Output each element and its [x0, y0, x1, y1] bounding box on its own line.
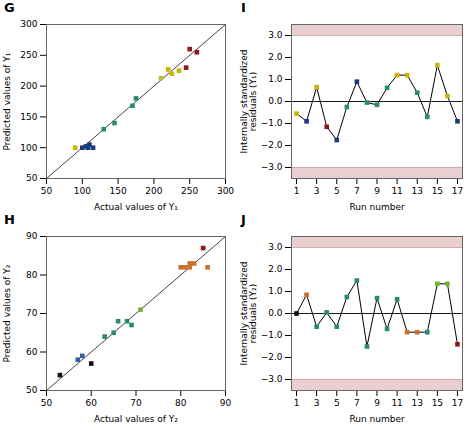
svg-text:250: 250: [181, 186, 198, 196]
svg-text:−1.0: −1.0: [261, 118, 283, 128]
svg-text:1.0: 1.0: [268, 286, 283, 296]
svg-text:11: 11: [391, 186, 402, 196]
html-text:H: H: [4, 212, 15, 227]
svg-text:3: 3: [314, 186, 320, 196]
svg-text:9: 9: [374, 398, 380, 408]
svg-text:50: 50: [26, 173, 38, 183]
svg-text:3.0: 3.0: [268, 30, 283, 40]
svg-text:90: 90: [220, 398, 232, 408]
svg-text:5: 5: [334, 398, 340, 408]
svg-text:250: 250: [20, 50, 37, 60]
svg-text:0.0: 0.0: [268, 308, 283, 318]
svg-text:80: 80: [26, 270, 38, 280]
svg-text:300: 300: [217, 186, 234, 196]
svg-text:Run number: Run number: [349, 414, 405, 424]
svg-text:2.0: 2.0: [268, 264, 283, 274]
svg-text:−2.0: −2.0: [261, 140, 283, 150]
html-text:I: I: [241, 0, 246, 15]
svg-text:17: 17: [452, 186, 463, 196]
svg-text:Actual values of Y₂: Actual values of Y₂: [94, 414, 178, 424]
svg-text:200: 200: [145, 186, 162, 196]
svg-text:50: 50: [26, 385, 38, 395]
svg-text:50: 50: [41, 186, 53, 196]
svg-text:0.0: 0.0: [268, 96, 283, 106]
svg-text:5: 5: [334, 186, 340, 196]
svg-text:1: 1: [294, 186, 300, 196]
svg-text:3: 3: [314, 398, 320, 408]
svg-text:60: 60: [26, 347, 38, 357]
svg-text:Predicted values of Y₂: Predicted values of Y₂: [2, 264, 12, 362]
svg-text:−2.0: −2.0: [261, 352, 283, 362]
svg-text:13: 13: [412, 398, 423, 408]
html-text:J: J: [241, 212, 246, 227]
svg-text:−1.0: −1.0: [261, 330, 283, 340]
svg-text:Run number: Run number: [349, 202, 405, 212]
svg-text:Internally standardizedresidua: Internally standardizedresiduals (Y₁): [239, 50, 258, 154]
svg-text:2.0: 2.0: [268, 52, 283, 62]
svg-text:7: 7: [354, 398, 360, 408]
svg-text:300: 300: [20, 19, 37, 29]
svg-text:15: 15: [432, 398, 443, 408]
svg-text:11: 11: [391, 398, 402, 408]
svg-text:−3.0: −3.0: [261, 374, 283, 384]
svg-text:Predicted values of Y₁: Predicted values of Y₁: [2, 52, 12, 150]
html-text:G: G: [4, 0, 15, 15]
svg-text:Internally standardizedresidua: Internally standardizedresiduals (Y₂): [239, 262, 258, 366]
svg-text:200: 200: [20, 81, 37, 91]
svg-text:60: 60: [86, 398, 98, 408]
svg-text:3.0: 3.0: [268, 242, 283, 252]
svg-text:1: 1: [294, 398, 300, 408]
svg-text:80: 80: [175, 398, 187, 408]
svg-text:13: 13: [412, 186, 423, 196]
svg-text:150: 150: [110, 186, 127, 196]
svg-text:70: 70: [130, 398, 142, 408]
svg-text:Actual values of Y₁: Actual values of Y₁: [94, 202, 178, 212]
svg-text:7: 7: [354, 186, 360, 196]
svg-text:−3.0: −3.0: [261, 162, 283, 172]
svg-text:100: 100: [74, 186, 91, 196]
svg-text:15: 15: [432, 186, 443, 196]
svg-text:150: 150: [20, 112, 37, 122]
svg-text:1.0: 1.0: [268, 74, 283, 84]
svg-text:70: 70: [26, 308, 38, 318]
svg-text:9: 9: [374, 186, 380, 196]
svg-text:17: 17: [452, 398, 463, 408]
svg-text:100: 100: [20, 143, 37, 153]
svg-text:90: 90: [26, 231, 38, 241]
svg-text:50: 50: [41, 398, 53, 408]
